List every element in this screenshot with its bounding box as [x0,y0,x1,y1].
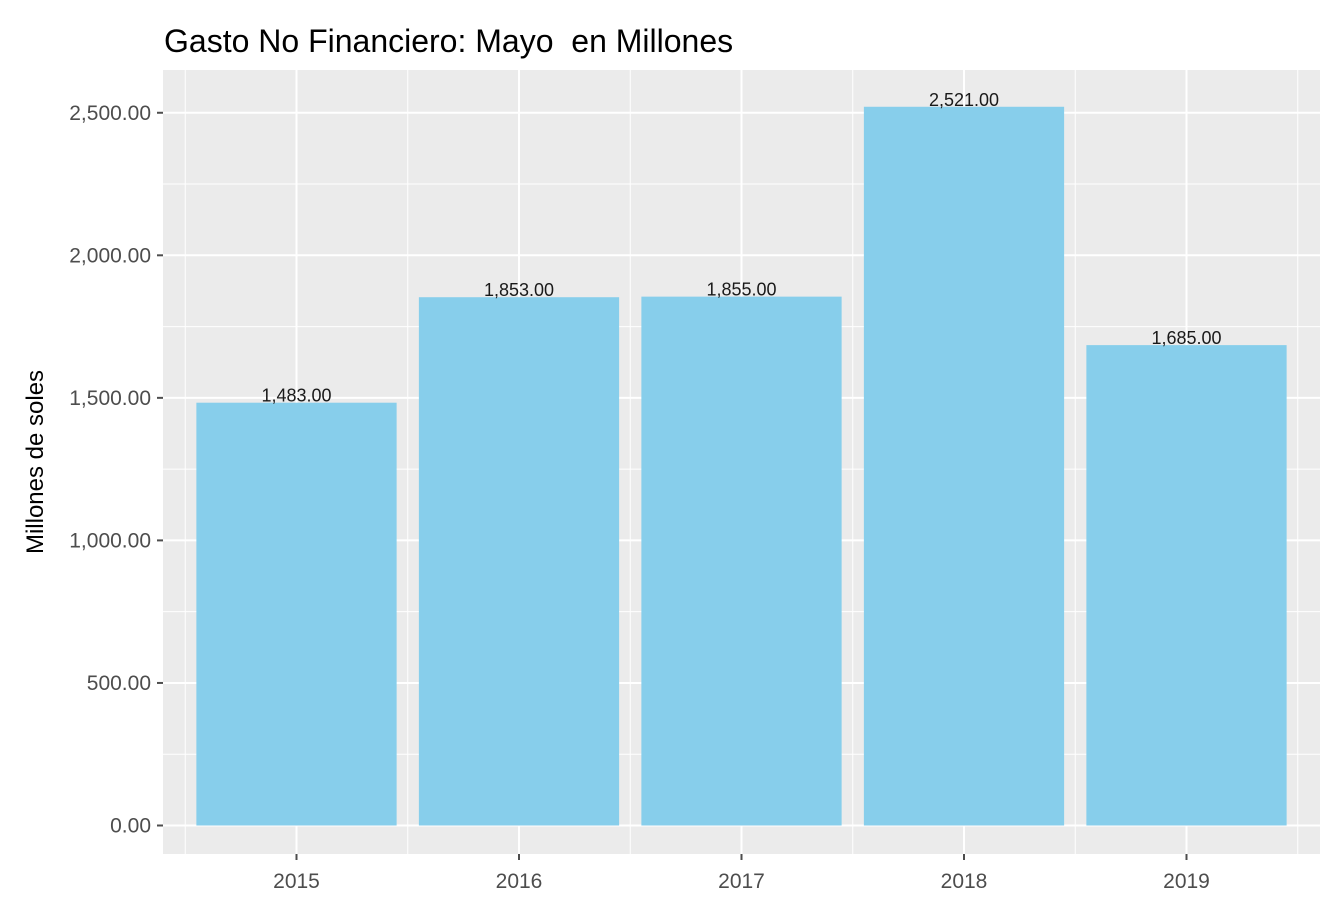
x-tick-label: 2017 [718,870,765,893]
chart-title: Gasto No Financiero: Mayo en Millones [164,23,733,59]
bar-value-label: 1,685.00 [1151,328,1221,348]
bar-2017 [641,296,842,826]
bar-2015 [196,402,397,826]
y-tick-label: 1,500.00 [69,387,151,410]
bar-2019 [1086,345,1287,826]
x-tick-label: 2018 [941,870,988,893]
data-labels-group: 1,483.00 1,853.00 1,855.00 2,521.00 1,685.00 [261,90,1221,406]
bars-group [196,106,1287,826]
bar-2018 [863,106,1065,826]
y-tick-label: 0.00 [110,814,151,837]
bar-value-label: 1,855.00 [706,280,776,300]
x-tick-label: 2019 [1163,870,1210,893]
y-tick-label: 500.00 [87,672,151,695]
bar-value-label: 1,853.00 [484,280,554,300]
bar-2016 [418,297,620,826]
bar-value-label: 1,483.00 [261,386,331,406]
y-axis-label: Millones de soles [22,370,49,554]
x-tick-label: 2016 [496,870,543,893]
x-tick-label: 2015 [273,870,320,893]
bar-value-label: 2,521.00 [929,90,999,110]
y-tick-label: 2,000.00 [69,244,151,267]
x-axis: 2015 2016 2017 2018 2019 [273,854,1210,893]
y-axis: 0.00 500.00 1,000.00 1,500.00 2,000.00 2,500.… [69,102,163,837]
y-tick-label: 2,500.00 [69,102,151,125]
y-tick-label: 1,000.00 [69,529,151,552]
